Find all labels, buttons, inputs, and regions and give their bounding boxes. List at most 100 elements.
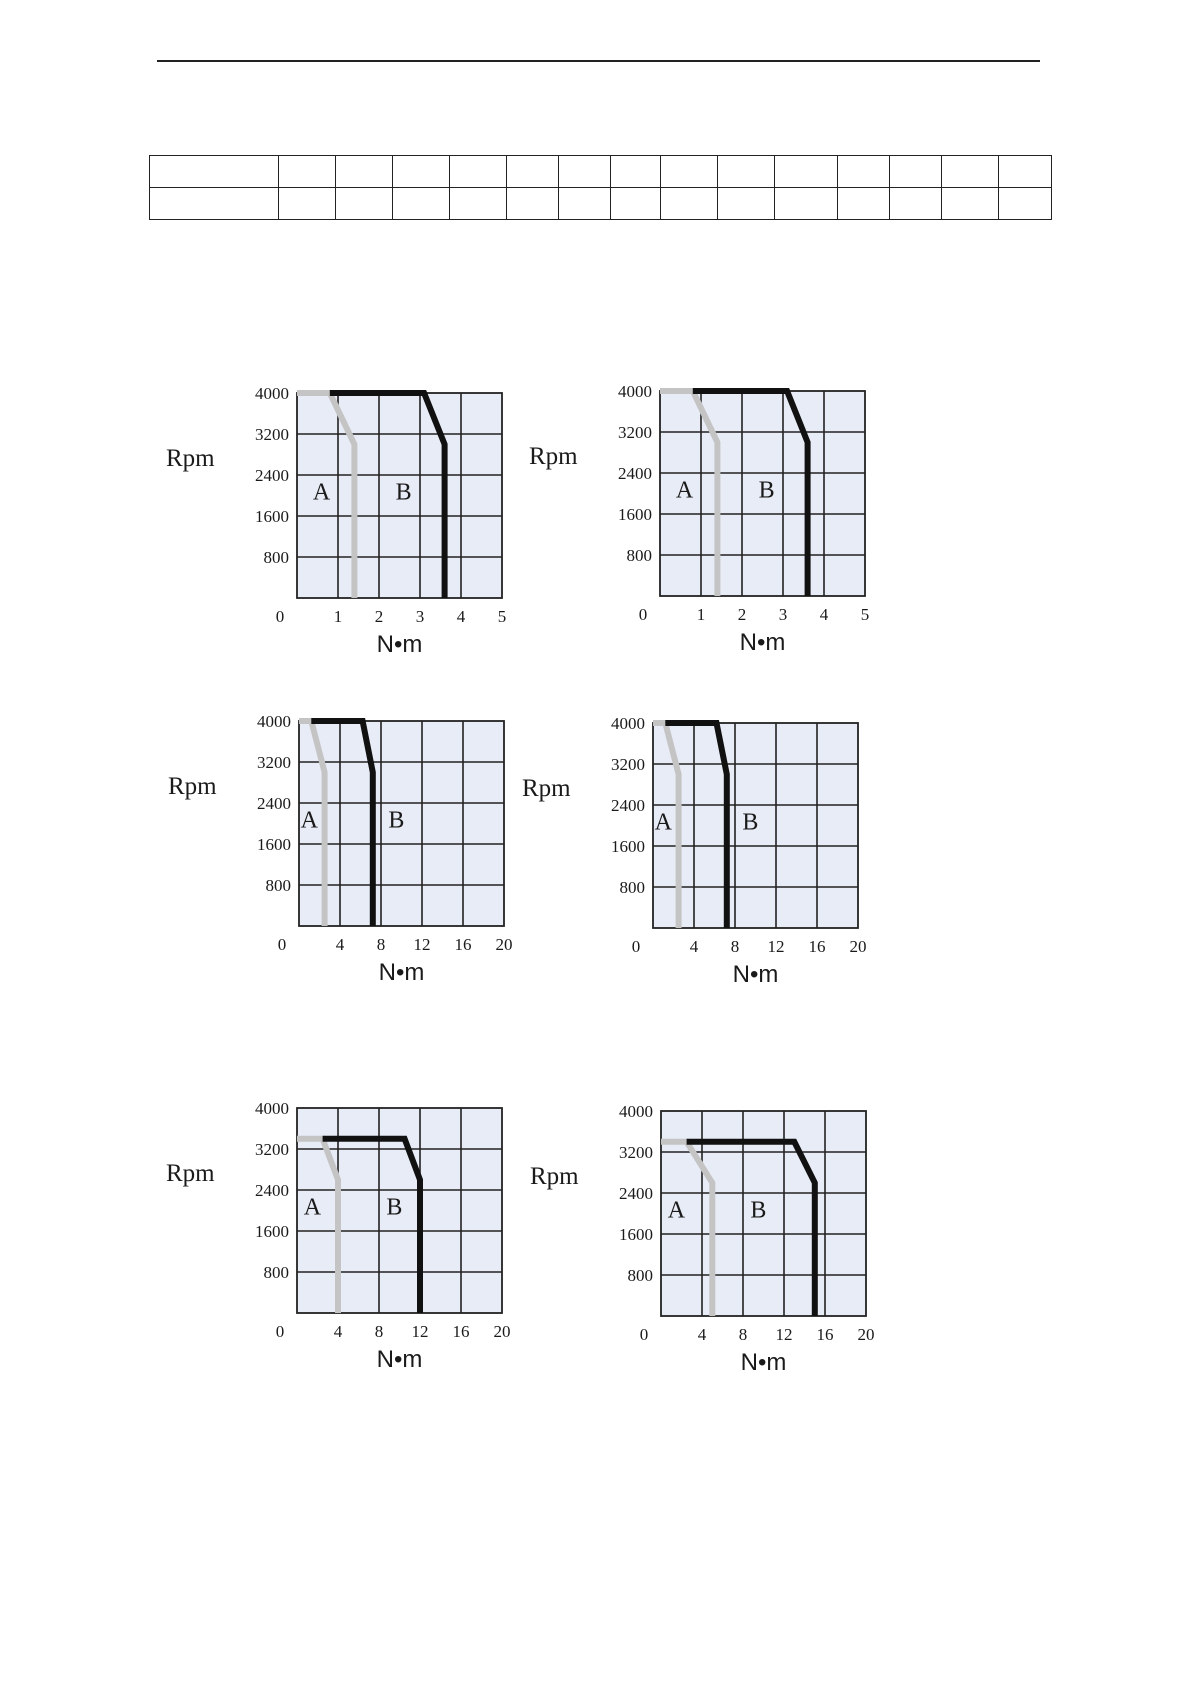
x-tick-label: 4 <box>820 605 829 624</box>
curve-b <box>686 1138 818 1316</box>
region-label-a: A <box>304 1194 322 1220</box>
y-tick-label: 1600 <box>255 507 289 526</box>
x-tick-label: 12 <box>414 935 431 954</box>
x-axis-title: N•m <box>733 961 779 988</box>
y-tick-label: 4000 <box>618 382 652 401</box>
region-label-b: B <box>759 477 775 503</box>
x-tick-label: 4 <box>457 607 466 626</box>
y-tick-label: 1600 <box>619 1225 653 1244</box>
x-tick-label: 3 <box>779 605 788 624</box>
curve-a <box>299 718 328 926</box>
table-cell <box>889 155 942 188</box>
x-tick-label: 0 <box>276 607 285 626</box>
curve-b <box>692 388 811 596</box>
plot-area <box>660 1110 867 1317</box>
table-cell <box>558 155 611 188</box>
y-tick-label: 3200 <box>619 1143 653 1162</box>
x-tick-label: 20 <box>850 937 867 956</box>
y-tick-label: 3200 <box>255 425 289 444</box>
x-tick-label: 16 <box>455 935 472 954</box>
table-row <box>149 187 1052 220</box>
y-tick-label: 3200 <box>255 1140 289 1159</box>
y-tick-label: 2400 <box>257 794 291 813</box>
plot-area <box>298 720 505 927</box>
x-tick-label: 8 <box>377 935 386 954</box>
x-tick-label: 16 <box>809 937 826 956</box>
curve-b <box>311 718 376 926</box>
region-label-b: B <box>396 479 412 505</box>
x-tick-label: 5 <box>498 607 507 626</box>
table-cell <box>837 155 891 188</box>
x-tick-label: 4 <box>698 1325 707 1344</box>
y-tick-label: 800 <box>628 1266 654 1285</box>
curve-b <box>665 720 730 928</box>
y-tick-label: 800 <box>264 1263 290 1282</box>
x-tick-label: 20 <box>494 1322 511 1341</box>
plot-area <box>296 1107 503 1314</box>
y-tick-label: 1600 <box>611 837 645 856</box>
table-cell <box>659 155 718 188</box>
y-tick-label: 800 <box>266 876 292 895</box>
y-axis-title: Rpm <box>522 775 571 802</box>
region-label-b: B <box>388 807 404 833</box>
curve-b <box>322 1135 423 1313</box>
y-axis-title: Rpm <box>166 1160 215 1187</box>
x-tick-label: 3 <box>416 607 425 626</box>
x-tick-label: 4 <box>334 1322 343 1341</box>
x-tick-label: 5 <box>861 605 870 624</box>
y-tick-label: 2400 <box>611 796 645 815</box>
y-tick-label: 2400 <box>255 466 289 485</box>
y-tick-label: 1600 <box>255 1222 289 1241</box>
y-tick-label: 4000 <box>257 712 291 731</box>
curve-a <box>660 388 721 596</box>
y-tick-label: 1600 <box>257 835 291 854</box>
x-tick-label: 0 <box>640 1325 649 1344</box>
y-tick-label: 4000 <box>255 1099 289 1118</box>
x-tick-label: 1 <box>697 605 706 624</box>
y-tick-label: 3200 <box>257 753 291 772</box>
y-axis-title: Rpm <box>529 443 578 470</box>
table-cell <box>392 187 451 220</box>
y-tick-label: 800 <box>627 546 653 565</box>
y-tick-label: 1600 <box>618 505 652 524</box>
plot-area <box>652 722 859 929</box>
x-tick-label: 2 <box>375 607 384 626</box>
region-label-b: B <box>750 1197 766 1223</box>
table-cell <box>449 155 508 188</box>
torque-speed-chart-3: A B 800 1600 2400 3200 4000 0 4 8 12 16 20 Rpm N•m <box>168 712 513 986</box>
header-rule <box>157 60 1040 62</box>
x-tick-label: 1 <box>334 607 343 626</box>
spec-table <box>149 155 1052 220</box>
x-tick-label: 16 <box>453 1322 470 1341</box>
x-tick-label: 0 <box>632 937 641 956</box>
torque-speed-chart-5: A B 800 1600 2400 3200 4000 0 4 8 12 16 20 Rpm N•m <box>166 1099 511 1373</box>
x-axis-title: N•m <box>377 631 423 658</box>
table-cell <box>889 187 942 220</box>
x-tick-label: 8 <box>739 1325 748 1344</box>
x-tick-label: 4 <box>690 937 699 956</box>
y-tick-label: 4000 <box>619 1102 653 1121</box>
x-tick-label: 4 <box>336 935 345 954</box>
table-cell <box>610 155 661 188</box>
table-cell <box>773 187 839 220</box>
x-tick-label: 12 <box>412 1322 429 1341</box>
y-tick-label: 800 <box>620 878 646 897</box>
region-label-b: B <box>742 809 758 835</box>
table-cell <box>998 187 1052 220</box>
torque-speed-chart-4: A B 800 1600 2400 3200 4000 0 4 8 12 16 20 Rpm N•m <box>522 714 867 988</box>
x-tick-label: 2 <box>738 605 747 624</box>
region-label-a: A <box>313 479 331 505</box>
x-tick-label: 0 <box>639 605 648 624</box>
y-tick-label: 2400 <box>619 1184 653 1203</box>
x-tick-label: 0 <box>276 1322 285 1341</box>
y-axis-title: Rpm <box>530 1163 579 1190</box>
curve-a <box>661 1138 716 1316</box>
x-tick-label: 20 <box>858 1325 875 1344</box>
x-axis-title: N•m <box>740 629 786 656</box>
y-tick-label: 3200 <box>611 755 645 774</box>
x-tick-label: 20 <box>496 935 513 954</box>
region-label-a: A <box>301 807 319 833</box>
y-tick-label: 3200 <box>618 423 652 442</box>
torque-speed-chart-1: A B 800 1600 2400 3200 4000 0 1 2 3 4 5 Rpm N•m <box>166 384 506 658</box>
